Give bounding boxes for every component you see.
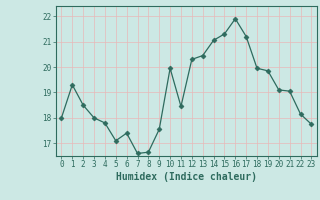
X-axis label: Humidex (Indice chaleur): Humidex (Indice chaleur) [116, 172, 257, 182]
